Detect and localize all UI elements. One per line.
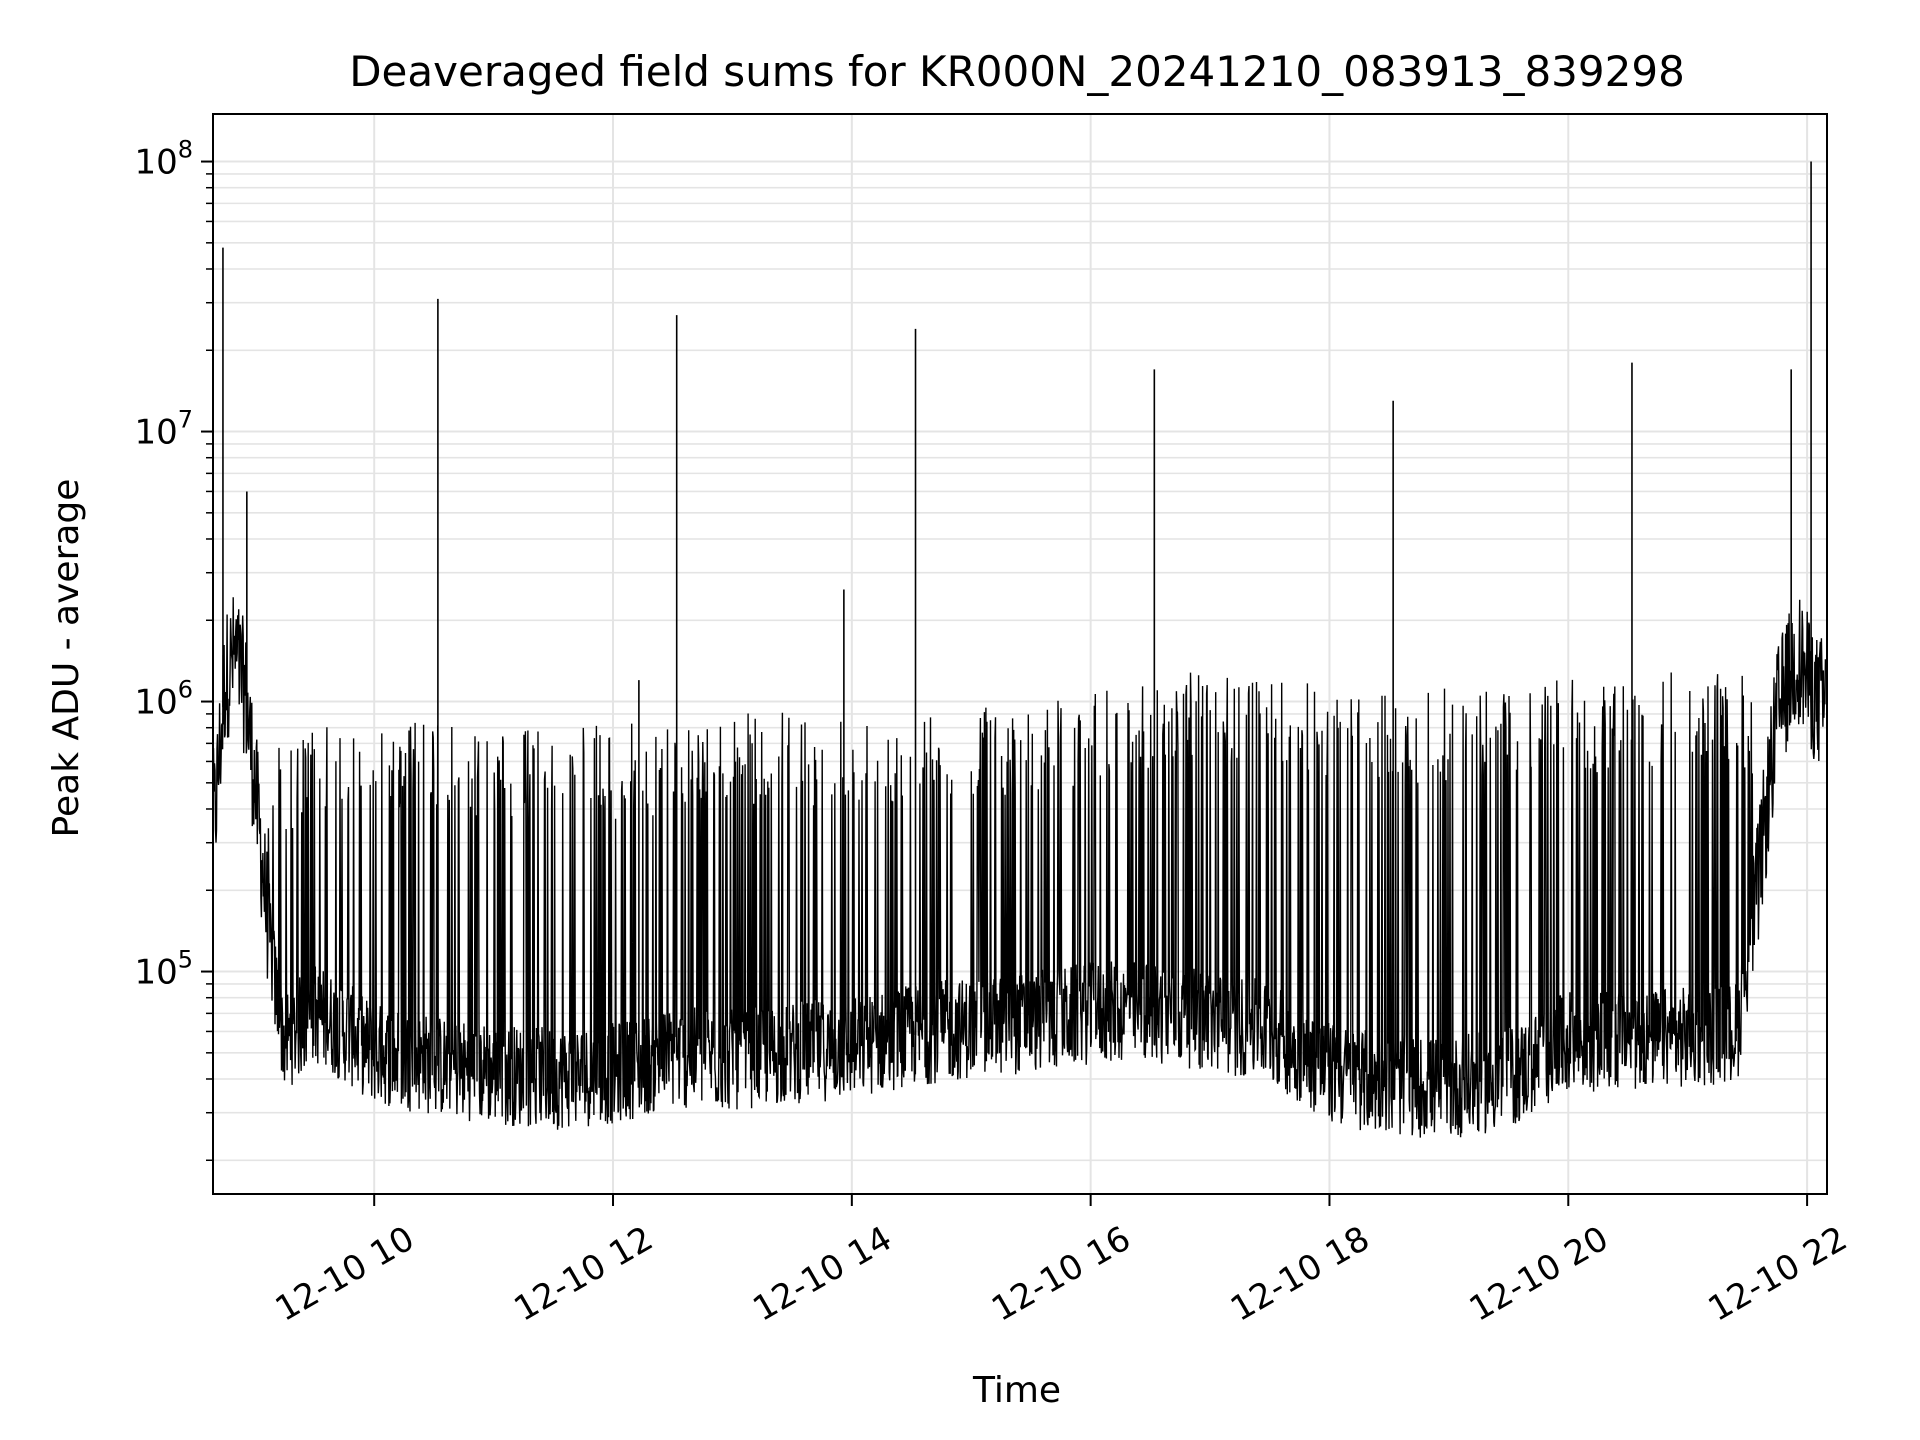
y-tick-label: 107: [134, 406, 193, 453]
x-tick-label: 12-10 10: [269, 1219, 421, 1330]
y-axis-label: Peak ADU - average: [46, 479, 87, 838]
x-tick-label: 12-10 14: [746, 1219, 898, 1330]
x-axis: 12-10 10 12-10 12 12-10 14 12-10 16 12-10 18…: [269, 1194, 1854, 1330]
plot-frame: [212, 113, 1828, 1195]
y-tick-label: 108: [134, 136, 193, 183]
plot-area: [212, 161, 1827, 1138]
series-line: [212, 597, 1827, 1138]
chart-title: Deaveraged field sums for KR000N_2024121…: [349, 47, 1685, 96]
x-tick-label: 12-10 22: [1702, 1219, 1854, 1330]
x-tick-label: 12-10 12: [508, 1219, 660, 1330]
x-tick-label: 12-10 16: [985, 1219, 1137, 1330]
y-tick-label: 105: [134, 946, 193, 993]
y-tick-label: 106: [134, 676, 193, 723]
y-axis: 105 106 107 108: [134, 136, 213, 1162]
x-tick-label: 12-10 20: [1463, 1219, 1615, 1330]
x-axis-label: Time: [972, 1370, 1061, 1411]
x-tick-label: 12-10 18: [1224, 1219, 1376, 1330]
